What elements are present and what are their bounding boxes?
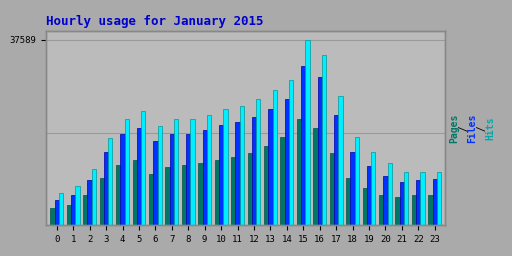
Bar [236, 122, 240, 225]
Bar [362, 188, 367, 225]
Bar [433, 179, 437, 225]
Bar [248, 153, 252, 225]
Bar [297, 119, 301, 225]
Bar [182, 165, 186, 225]
Bar [395, 197, 400, 225]
Bar [289, 80, 293, 225]
Bar [371, 152, 375, 225]
Bar [285, 99, 289, 225]
Bar [219, 125, 223, 225]
Bar [355, 137, 359, 225]
Bar [281, 137, 285, 225]
Bar [317, 77, 322, 225]
Bar [158, 126, 162, 225]
Bar [437, 172, 441, 225]
Bar [133, 159, 137, 225]
Bar [169, 134, 174, 225]
Bar [165, 167, 169, 225]
Bar [330, 153, 334, 225]
Bar [124, 119, 129, 225]
Bar [252, 117, 256, 225]
Bar [231, 157, 236, 225]
Text: /: / [459, 119, 470, 137]
Text: Pages: Pages [450, 113, 459, 143]
Bar [141, 111, 145, 225]
Bar [137, 128, 141, 225]
Bar [104, 152, 108, 225]
Bar [207, 115, 211, 225]
Bar [203, 130, 207, 225]
Bar [313, 128, 317, 225]
Bar [223, 110, 227, 225]
Bar [404, 173, 408, 225]
Bar [120, 134, 124, 225]
Bar [256, 99, 261, 225]
Bar [301, 66, 306, 225]
Bar [59, 193, 63, 225]
Text: Files: Files [467, 113, 477, 143]
Bar [116, 165, 120, 225]
Bar [338, 97, 343, 225]
Text: Hits: Hits [485, 116, 496, 140]
Bar [412, 195, 416, 225]
Bar [429, 195, 433, 225]
Bar [367, 166, 371, 225]
Bar [75, 186, 79, 225]
Bar [264, 146, 268, 225]
Bar [174, 119, 178, 225]
Bar [71, 195, 75, 225]
Bar [240, 106, 244, 225]
Bar [67, 205, 71, 225]
Bar [92, 169, 96, 225]
Bar [416, 180, 420, 225]
Bar [350, 152, 355, 225]
Bar [334, 115, 338, 225]
Bar [190, 119, 195, 225]
Bar [420, 173, 425, 225]
Bar [306, 40, 310, 225]
Bar [100, 178, 104, 225]
Bar [108, 138, 113, 225]
Bar [379, 195, 383, 225]
Bar [88, 180, 92, 225]
Text: /: / [477, 119, 487, 137]
Text: Hourly usage for January 2015: Hourly usage for January 2015 [46, 15, 264, 28]
Bar [388, 163, 392, 225]
Bar [400, 182, 404, 225]
Bar [149, 174, 153, 225]
Bar [383, 176, 388, 225]
Bar [186, 134, 190, 225]
Bar [153, 141, 158, 225]
Bar [215, 159, 219, 225]
Bar [346, 178, 350, 225]
Bar [268, 110, 272, 225]
Bar [272, 90, 277, 225]
Bar [198, 163, 203, 225]
Bar [50, 208, 55, 225]
Bar [83, 195, 88, 225]
Bar [55, 200, 59, 225]
Bar [322, 55, 326, 225]
